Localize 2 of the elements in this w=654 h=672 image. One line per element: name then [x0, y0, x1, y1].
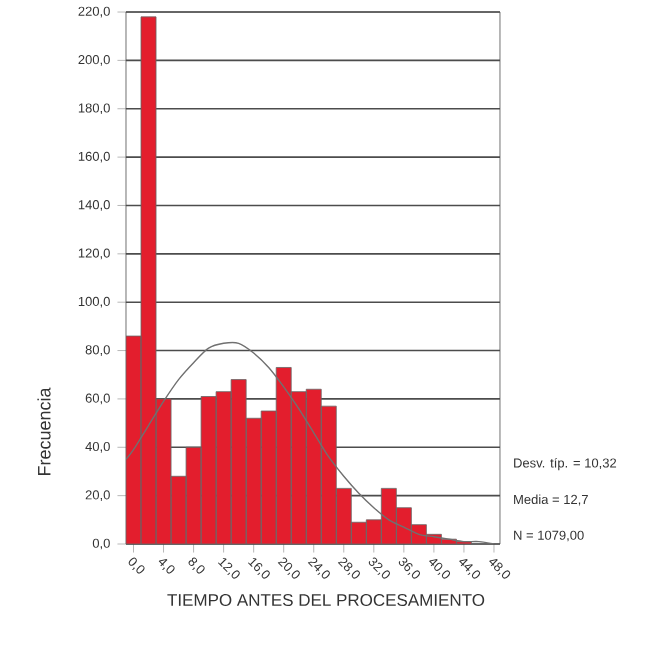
y-axis-title: Frecuencia — [37, 387, 51, 476]
x-axis-title: TIEMPO ANTES DEL PROCESAMIENTO — [167, 594, 485, 607]
